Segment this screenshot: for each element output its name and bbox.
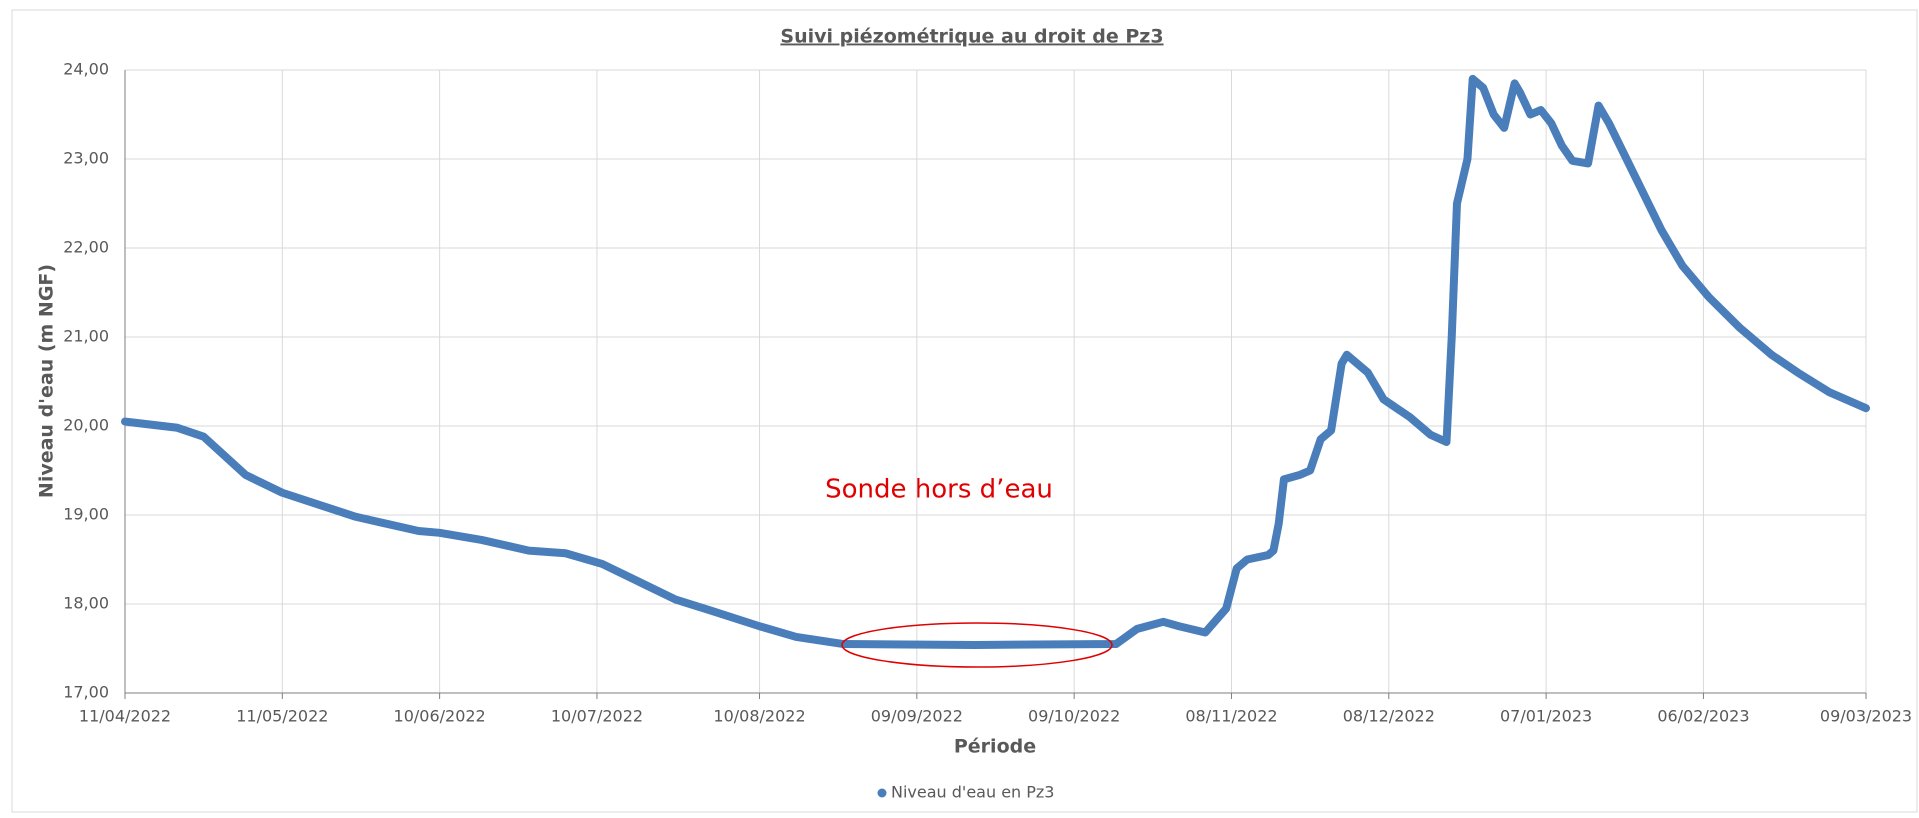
x-tick-label: 06/02/2023	[1657, 707, 1749, 726]
x-tick-label: 10/08/2022	[713, 707, 805, 726]
x-tick-label: 09/10/2022	[1028, 707, 1120, 726]
series-line	[121, 74, 1870, 649]
grid: 17,00 18,00 19,00 20,00 21,00 22,00 23,00 24,00…	[63, 60, 1912, 726]
x-tick-label: 09/03/2023	[1820, 707, 1912, 726]
legend-label: Niveau d'eau en Pz3	[891, 783, 1054, 802]
y-tick-label: 19,00	[63, 505, 109, 524]
x-tick-label: 08/11/2022	[1185, 707, 1277, 726]
x-tick-label: 09/09/2022	[871, 707, 963, 726]
y-tick-label: 17,00	[63, 683, 109, 702]
x-tick-label: 10/06/2022	[394, 707, 486, 726]
y-tick-label: 21,00	[63, 327, 109, 346]
x-tick-label: 07/01/2023	[1500, 707, 1592, 726]
y-tick-label: 23,00	[63, 149, 109, 168]
chart-frame	[11, 9, 1918, 813]
y-tick-label: 18,00	[63, 594, 109, 613]
x-tick-label: 10/07/2022	[551, 707, 643, 726]
legend: Niveau d'eau en Pz3	[877, 783, 1054, 802]
annotation: Sonde hors d’eau	[825, 475, 1053, 505]
legend-marker	[877, 788, 887, 798]
y-tick-label: 22,00	[63, 238, 109, 257]
x-tick-label: 11/04/2022	[79, 707, 171, 726]
x-tick-label: 11/05/2022	[236, 707, 328, 726]
chart-title: Suivi piézométrique au droit de Pz3	[780, 26, 1163, 48]
y-tick-label: 24,00	[63, 60, 109, 79]
x-tick-label: 08/12/2022	[1343, 707, 1435, 726]
x-axis-label: Période	[954, 736, 1036, 758]
y-tick-label: 20,00	[63, 416, 109, 435]
plot	[121, 74, 1870, 649]
annotation-ellipse	[841, 622, 1113, 668]
y-axis-label: Niveau d'eau (m NGF)	[36, 264, 58, 498]
